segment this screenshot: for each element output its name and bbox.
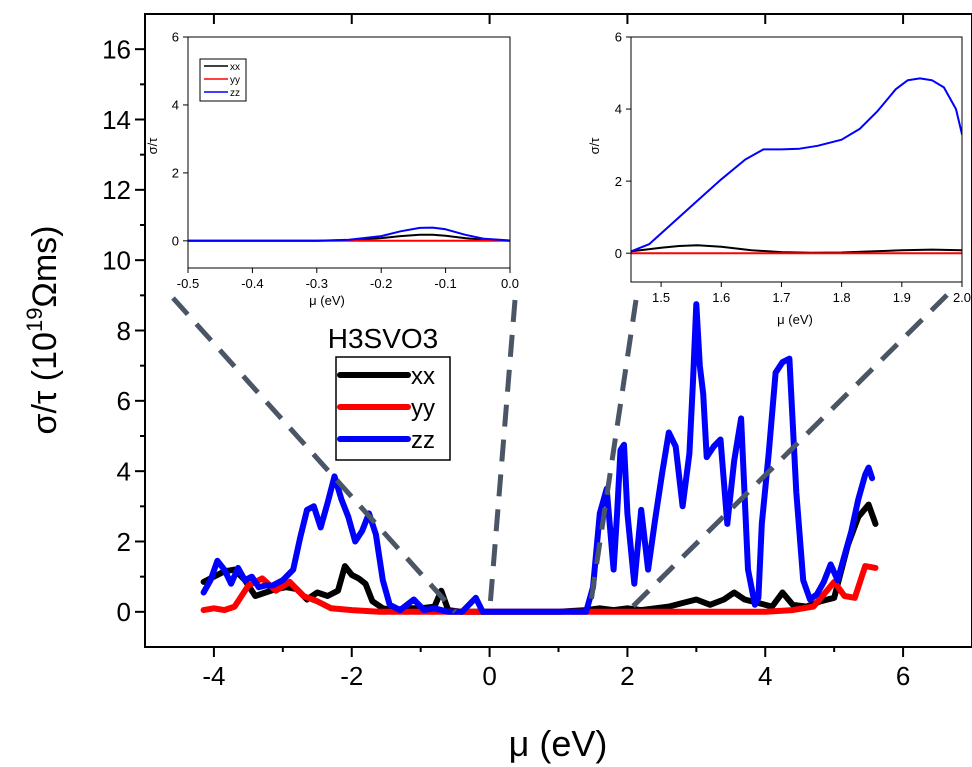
inset-right-x-tick-label: 2.0 [953,290,971,305]
y-axis-label-suffix: Ωms) [26,226,64,308]
inset-right-y-tick-label: 6 [615,30,622,45]
main-x-tick-label: 2 [620,661,634,691]
inset-left-x-axis-label: μ (eV) [309,293,345,308]
y-axis-label-prefix: σ/τ (10 [26,332,64,434]
main-chart: -4 -2 0 2 4 6 0 2 4 6 8 10 12 14 16 μ (eV) σ/τ (1019Ωms)… [22,13,972,764]
inset-legend-label-xx: xx [230,62,240,73]
legend-label-yy: yy [411,395,435,422]
legend-label-xx: xx [411,363,435,390]
inset-right-plot-background [631,37,962,282]
inset-left-x-tick-label: -0.2 [370,276,392,291]
inset-right-y-axis-label: σ/τ [587,137,602,155]
main-x-tick-label: -4 [202,661,225,691]
inset-legend-label-yy: yy [230,75,240,86]
inset-left-x-tick-label: -0.3 [306,276,328,291]
inset-left-y-tick-label: 4 [172,98,179,113]
main-series-zz-line [200,301,876,615]
inset-left-y-tick-label: 2 [172,166,179,181]
main-legend: H3SVO3 xx yy zz [328,323,451,461]
main-y-tick-label: 12 [102,175,131,205]
legend-title: H3SVO3 [328,323,439,354]
inset-right-x-tick-label: 1.6 [712,290,730,305]
main-x-tick-label: 0 [482,661,496,691]
inset-right-x-tick-label: 1.5 [652,290,670,305]
inset-right-series-zz-line [631,77,962,253]
inset-right-x-tick-label: 1.7 [772,290,790,305]
main-y-tick-label: 14 [102,105,131,135]
main-y-tick-label: 2 [117,527,131,557]
legend-label-zz: zz [411,427,435,454]
inset-legend-label-zz: zz [230,88,240,99]
inset-right-series-xx-line [631,244,962,254]
inset-left-x-tick-label: 0.0 [501,276,519,291]
y-axis-label-exponent: 19 [22,308,47,332]
main-y-tick-label: 4 [117,457,131,487]
inset-right-y-tick-label: 2 [615,174,622,189]
inset-left-y-tick-label: 0 [172,234,179,249]
inset-right-chart: 1.5 1.6 1.7 1.8 1.9 2.0 0 2 4 6 μ (eV) σ/τ [587,30,971,327]
main-y-tick-label: 0 [117,597,131,627]
main-y-axis-label: σ/τ (1019Ωms) [22,226,64,435]
main-series-group [200,301,879,615]
inset-right-x-tick-label: 1.9 [893,290,911,305]
main-x-axis-label: μ (eV) [509,723,608,764]
inset-left-x-tick-label: -0.4 [241,276,263,291]
zoom-guide-lines [171,293,949,614]
inset-right-y-tick-label: 0 [615,246,622,261]
inset-right-y-tick-label: 4 [615,102,622,117]
main-y-tick-label: 6 [117,386,131,416]
inset-left-legend: xx yy zz [199,58,247,102]
inset-left-chart: -0.5 -0.4 -0.3 -0.2 -0.1 0.0 0 2 4 6 μ (eV) σ/τ xx yy… [145,30,519,308]
main-y-tick-label: 16 [102,35,131,65]
inset-left-y-axis-label: σ/τ [145,137,160,155]
inset-left-plot-frame [187,36,511,269]
inset-right-series-group [631,77,962,255]
inset-left-x-tick-label: -0.5 [177,276,199,291]
inset-right-x-tick-label: 1.8 [833,290,851,305]
inset-left-series-group [188,226,510,242]
main-x-tick-label: 6 [896,661,910,691]
zoom-guide-line [487,299,518,613]
zoom-guide-line [587,299,639,613]
main-x-tick-label: -2 [340,661,363,691]
main-y-tick-label: 8 [117,316,131,346]
inset-right-plot-frame [630,36,963,283]
inset-left-y-tick-label: 6 [172,30,179,45]
inset-left-x-tick-label: -0.1 [434,276,456,291]
main-y-tick-label: 10 [102,246,131,276]
zoom-guide-line [171,296,457,614]
zoom-guide-line [625,293,949,614]
inset-right-x-axis-label: μ (eV) [777,312,813,327]
main-x-tick-label: 4 [758,661,772,691]
inset-left-series-zz-line [188,226,510,242]
